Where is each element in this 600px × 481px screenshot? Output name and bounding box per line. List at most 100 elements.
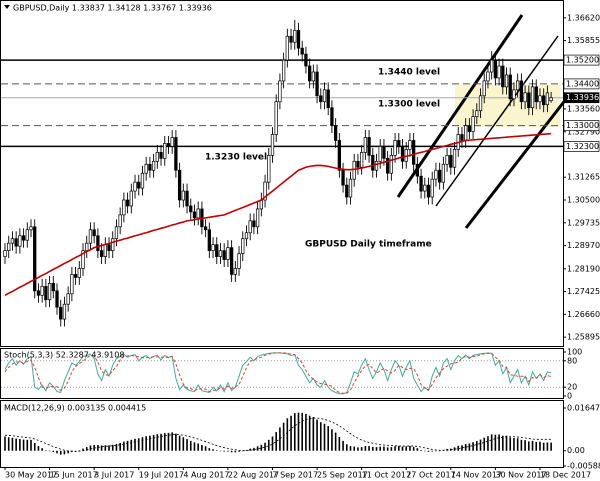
macd-bar [342, 440, 344, 451]
macd-bar [420, 449, 422, 451]
candle-body [352, 160, 356, 180]
macd-bar [104, 445, 107, 451]
x-tick-label: 25 Sep 2017 [317, 471, 368, 480]
candle-body [137, 181, 141, 189]
candle-body [203, 226, 208, 231]
y-tick-label: 1.36620 [567, 13, 600, 22]
macd-bar [156, 434, 159, 451]
candle-body [122, 199, 126, 216]
candle-body [434, 169, 438, 180]
macd-bar [427, 450, 430, 452]
level-label-box [563, 78, 600, 90]
candle-body [51, 283, 55, 292]
signal-line [4, 417, 552, 452]
candle-body [103, 244, 107, 257]
x-tick-label: 3 Jul 2017 [94, 471, 134, 480]
macd-bar [338, 436, 341, 451]
candle-body [501, 65, 505, 88]
panel-frames [0, 0, 564, 468]
macd-bar [26, 439, 29, 451]
macd-bar [245, 449, 248, 451]
macd-bar [275, 432, 277, 451]
y-tick-label: 1.28970 [567, 241, 600, 250]
candle-body [263, 181, 267, 201]
candle-body [330, 107, 334, 126]
annotation: GBPUSD Daily timeframe [305, 240, 432, 250]
macd-bar [520, 439, 523, 451]
candle-body [267, 155, 271, 183]
x-tick-label: 15 Jun 2017 [50, 471, 98, 480]
macd-bar [468, 443, 471, 451]
y-tick-label: -0.005881 [567, 462, 600, 471]
channel-line [435, 35, 559, 207]
candle-body [77, 268, 81, 278]
candle-body [374, 160, 379, 171]
macd-bar [67, 450, 69, 454]
macd-bar [45, 450, 47, 451]
candle-body [378, 146, 382, 162]
x-tick-label: 30 May 2017 [5, 471, 57, 480]
x-tick-label: 14 Nov 2017 [451, 471, 502, 480]
macd-bar [100, 445, 103, 451]
macd-bar [353, 446, 356, 451]
candle-body [285, 35, 289, 61]
y-tick-label: 1.27425 [567, 287, 600, 296]
candle-body [229, 247, 234, 275]
candle-body [296, 29, 301, 49]
candle-body [185, 190, 189, 207]
macd-bar [308, 415, 311, 451]
x-tick-label: 30 Nov 2017 [495, 471, 546, 480]
macd-bar [435, 450, 437, 452]
candle-body [29, 226, 33, 231]
x-tick-label: 7 Sep 2017 [272, 471, 318, 480]
candle-body [412, 140, 416, 165]
candle-body [419, 175, 423, 192]
macd-bar [290, 415, 292, 451]
candle-body [270, 134, 275, 156]
macd-bar [56, 450, 58, 454]
candle-body [527, 92, 531, 109]
macd-bar [286, 418, 289, 451]
macd-bar [30, 439, 32, 451]
macd-bar [253, 447, 255, 451]
macd-bar [215, 450, 218, 451]
macd-bar [431, 450, 434, 452]
channel-line [464, 93, 572, 229]
macd-bar [212, 449, 214, 451]
candle-body [508, 74, 512, 100]
candle-body [129, 190, 133, 207]
candle-body [114, 226, 119, 240]
candle-body [3, 250, 7, 257]
level-label: 1.33936 [566, 93, 599, 102]
candle-body [125, 199, 130, 207]
candle-body [170, 137, 174, 147]
candle-body [241, 238, 245, 254]
candle-body [278, 80, 282, 103]
y-tick-label: 0.016477 [567, 404, 600, 413]
level-label-box [563, 92, 600, 104]
moving-average [4, 132, 552, 296]
level-label: 1.32300 [566, 142, 599, 151]
macd-bar [163, 433, 166, 451]
candle-body [307, 65, 312, 82]
macd-bar [476, 441, 478, 451]
macd-bar [141, 437, 144, 451]
candle-body [449, 155, 453, 168]
macd-bar [82, 448, 84, 451]
candle-body [393, 140, 397, 156]
macd-bar [230, 450, 233, 453]
candle-body [215, 244, 219, 257]
macd-bar [186, 439, 188, 451]
candle-body [81, 250, 85, 269]
macd-bar [498, 434, 500, 451]
candle-body [441, 163, 446, 183]
candle-body [530, 86, 535, 109]
y-tick-label: 100 [567, 348, 582, 357]
x-tick-label: 19 Jul 2017 [139, 471, 184, 480]
macd-bar [323, 423, 326, 451]
macd-bar [197, 443, 199, 451]
macd-bar [204, 446, 207, 451]
macd-bar [97, 445, 99, 451]
panel-title: GBPUSD,Daily 1.33837 1.34128 1.33767 1.3… [13, 4, 212, 13]
candle-body [545, 92, 550, 106]
